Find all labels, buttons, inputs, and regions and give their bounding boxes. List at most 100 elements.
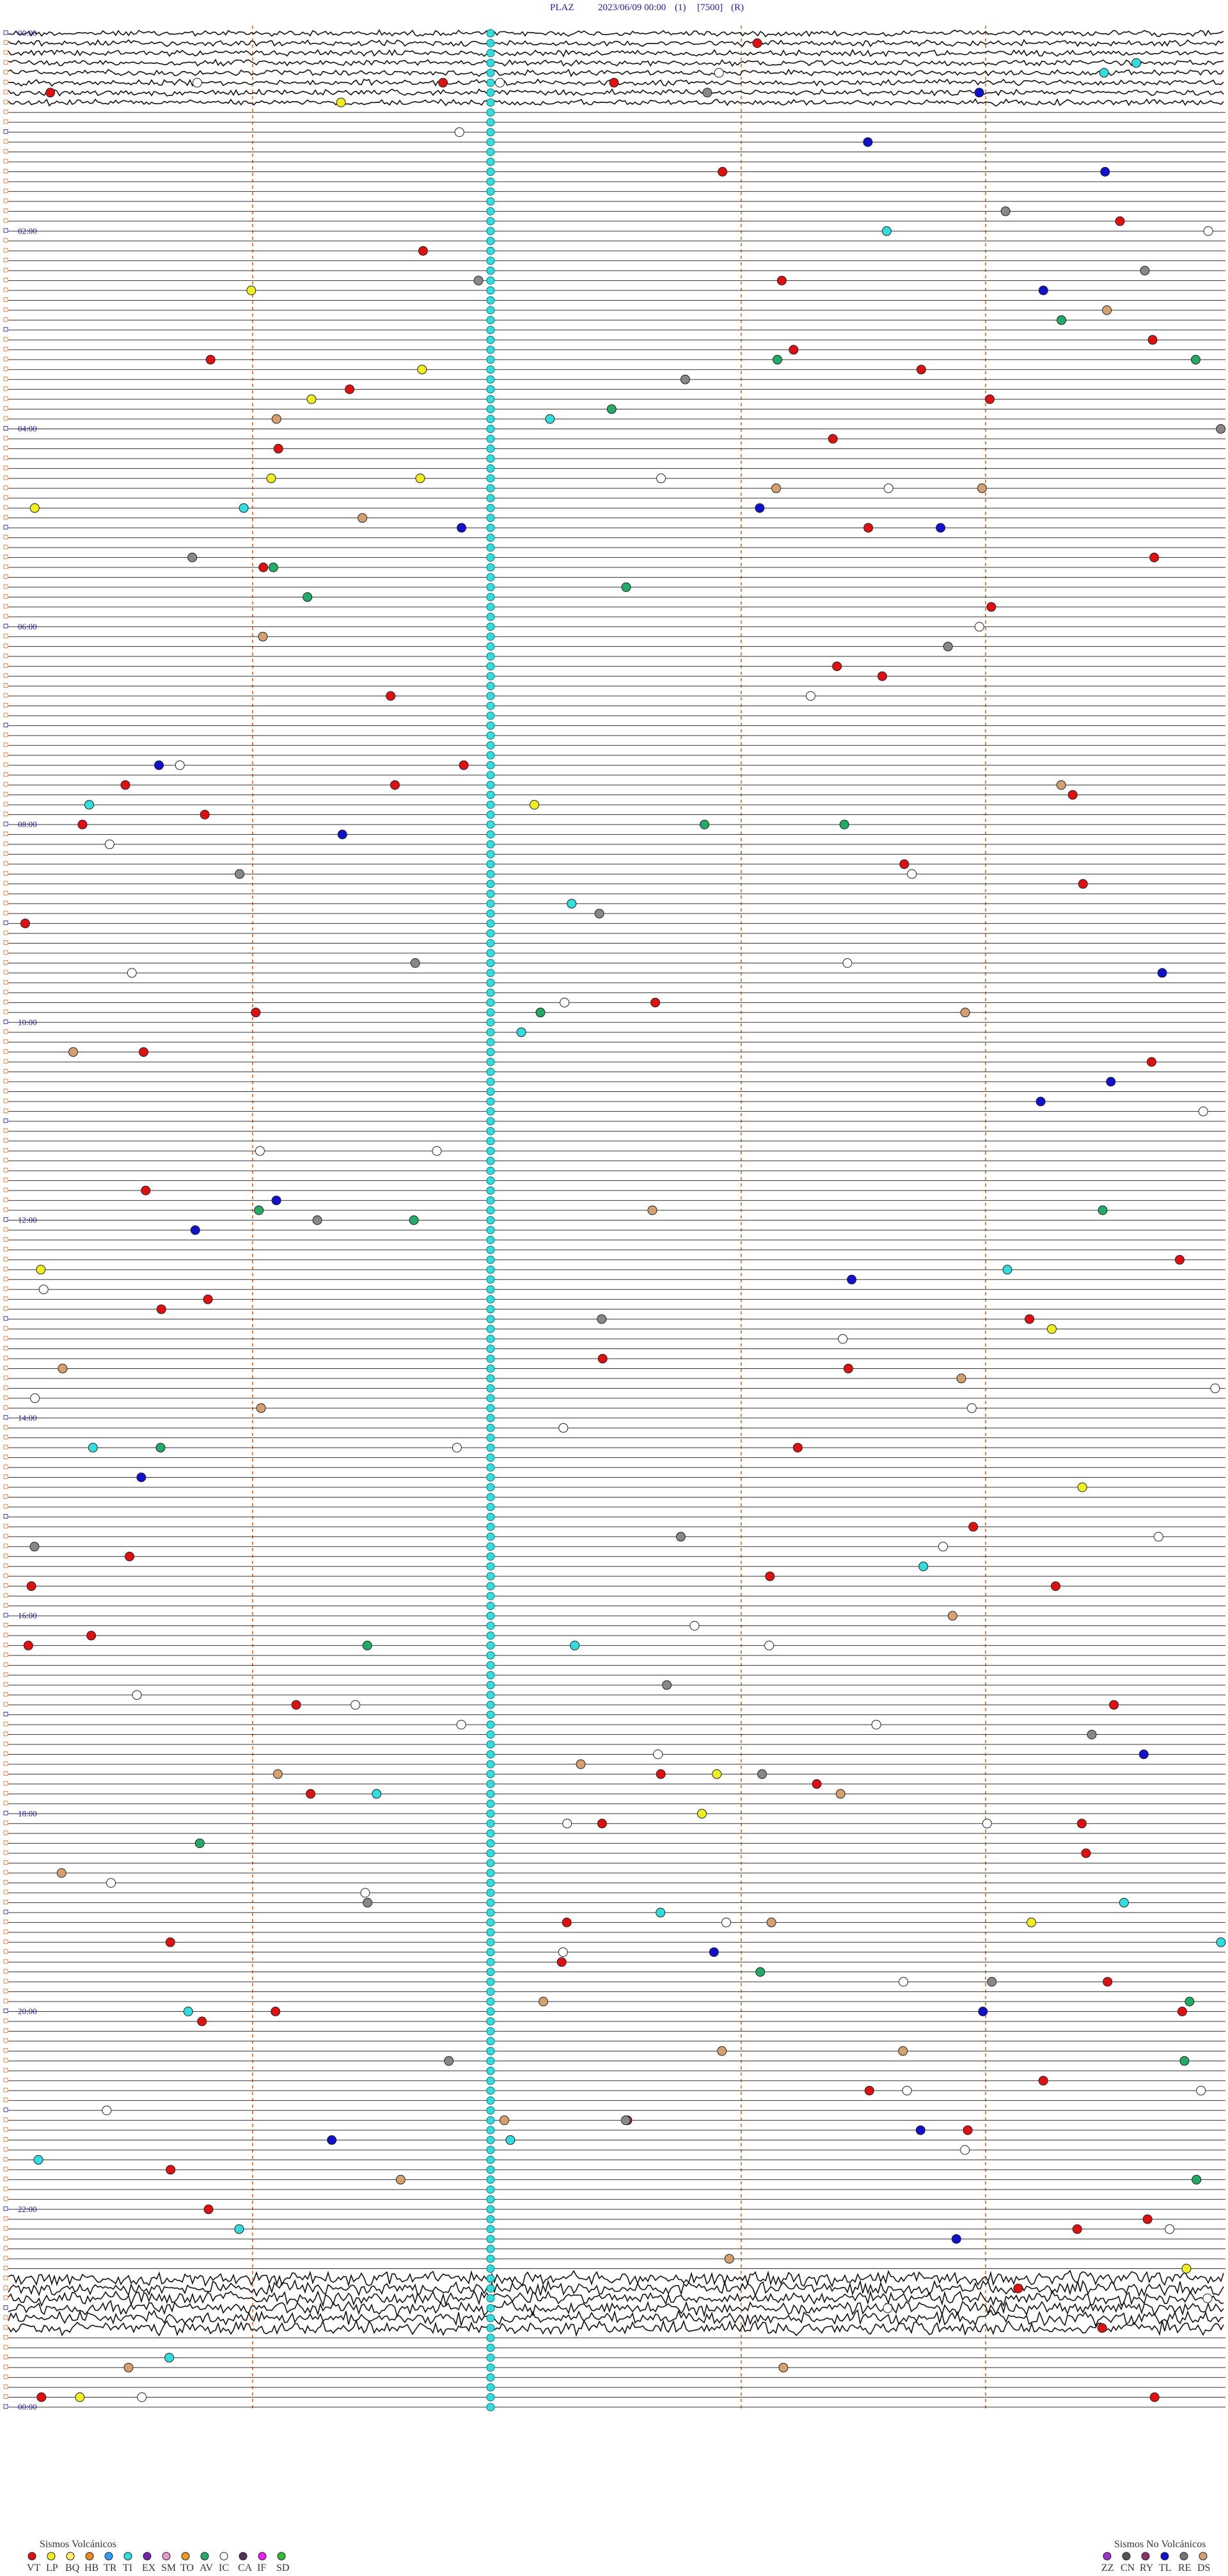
event [966, 1403, 977, 1413]
legend-title: Sismos No Volcánicos [1114, 2539, 1206, 2550]
row-marker [3, 1464, 8, 1469]
time-label: 08:00 [18, 819, 37, 829]
event [486, 880, 495, 889]
event [486, 1117, 495, 1126]
event [968, 1522, 979, 1532]
row-marker [3, 406, 8, 411]
event [459, 760, 469, 770]
event [486, 1977, 495, 1986]
event [486, 286, 495, 295]
event [271, 1196, 281, 1206]
event [26, 1581, 36, 1592]
event [486, 1641, 495, 1650]
event [486, 2136, 495, 2145]
row-marker [3, 1939, 8, 1944]
row-marker [3, 910, 8, 915]
row-marker [3, 248, 8, 253]
event [358, 513, 368, 523]
legend-marker [104, 2552, 113, 2561]
row-marker [3, 970, 8, 975]
event [1142, 2214, 1153, 2224]
time-label: 10:00 [18, 1017, 37, 1027]
event [486, 2017, 495, 2026]
row-marker [3, 1622, 8, 1627]
row-marker [3, 574, 8, 579]
event [650, 997, 660, 1007]
event [486, 869, 495, 878]
row-marker [3, 1256, 8, 1261]
event [386, 691, 396, 701]
event [486, 2393, 495, 2402]
event [486, 553, 495, 562]
trace [8, 49, 1224, 58]
event [539, 1996, 548, 2007]
row-marker [3, 159, 8, 164]
event [486, 652, 495, 661]
row-marker [3, 40, 8, 45]
time-label: 06:00 [18, 622, 37, 631]
row-marker [3, 802, 8, 807]
event [985, 394, 995, 404]
row-marker [3, 2196, 8, 2201]
event [987, 1977, 997, 1987]
event [486, 1137, 495, 1146]
row-marker [3, 297, 8, 302]
legend-code: LP [46, 2563, 58, 2573]
legend-code: EX [142, 2563, 156, 2573]
row-marker [3, 1138, 8, 1143]
row-marker [3, 1712, 8, 1717]
event [29, 503, 40, 513]
row-marker [3, 1079, 8, 1084]
event [486, 2245, 495, 2254]
event [486, 1196, 495, 1205]
row-marker [3, 416, 8, 421]
row-marker [3, 762, 8, 767]
row-marker [3, 1732, 8, 1737]
event [558, 1423, 569, 1433]
row-marker [3, 1237, 8, 1242]
event [486, 1206, 495, 1215]
event [136, 1473, 146, 1482]
event [239, 503, 249, 513]
event [1051, 1581, 1060, 1592]
event [1027, 1917, 1036, 1927]
event [486, 2076, 495, 2085]
row-marker [3, 2384, 8, 2389]
event [755, 503, 765, 513]
trace [8, 88, 1224, 97]
event [363, 1897, 373, 1908]
row-marker [3, 485, 8, 490]
event [139, 1047, 148, 1057]
event [1087, 1730, 1097, 1740]
event [120, 780, 130, 790]
row-marker [3, 772, 8, 777]
trace [8, 68, 1224, 77]
row-marker [3, 1158, 8, 1163]
event [486, 1957, 495, 1966]
row-marker [3, 722, 8, 727]
event [620, 2115, 631, 2126]
event [486, 978, 495, 987]
event [336, 97, 346, 107]
event [104, 839, 114, 849]
event [486, 1374, 495, 1383]
event [898, 2046, 908, 2056]
event [486, 761, 495, 770]
event [486, 583, 495, 592]
event [486, 157, 495, 166]
event [456, 1719, 466, 1730]
row-marker [3, 2364, 8, 2369]
event [486, 1403, 495, 1412]
row-marker [3, 752, 8, 757]
event [486, 2383, 495, 2392]
event [530, 800, 539, 810]
event [417, 365, 427, 375]
row-marker [3, 1879, 8, 1885]
event [486, 2106, 495, 2115]
row-marker [3, 2216, 8, 2221]
event [291, 1700, 301, 1710]
channel: (1) [675, 3, 686, 13]
event [1035, 1096, 1046, 1107]
row-marker [3, 515, 8, 520]
legend-marker [1141, 2552, 1150, 2561]
